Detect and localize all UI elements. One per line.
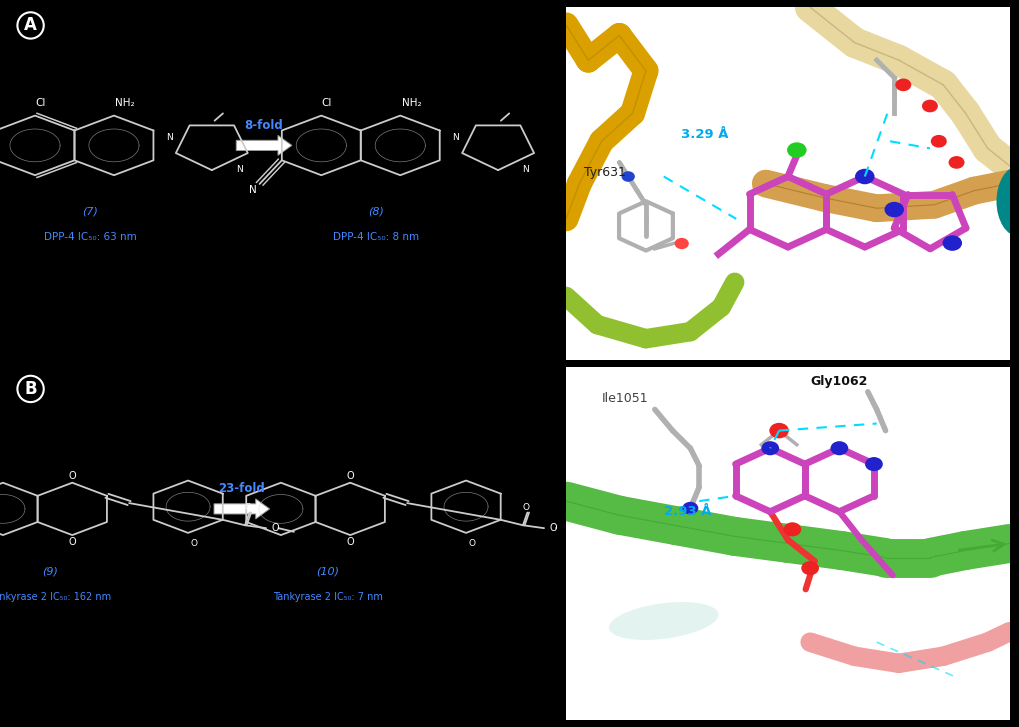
Text: DPP-4 IC₅₀: 8 nm: DPP-4 IC₅₀: 8 nm xyxy=(333,232,419,242)
Circle shape xyxy=(621,172,634,182)
Text: (9): (9) xyxy=(42,566,58,577)
Circle shape xyxy=(921,100,937,113)
Circle shape xyxy=(883,202,903,217)
Text: O: O xyxy=(190,539,197,547)
Circle shape xyxy=(760,441,779,455)
Text: 2.93 Å: 2.93 Å xyxy=(663,505,710,518)
Text: N: N xyxy=(166,133,172,142)
Text: N: N xyxy=(236,164,243,174)
Text: O: O xyxy=(68,471,76,481)
Circle shape xyxy=(674,238,688,249)
Circle shape xyxy=(895,79,910,91)
Text: O: O xyxy=(522,502,529,512)
Text: N: N xyxy=(522,164,529,174)
Text: DPP-4 IC₅₀: 63 nm: DPP-4 IC₅₀: 63 nm xyxy=(44,232,137,242)
Circle shape xyxy=(930,135,946,148)
Circle shape xyxy=(942,236,961,251)
Circle shape xyxy=(854,169,873,184)
Circle shape xyxy=(948,156,964,169)
Text: O: O xyxy=(549,523,556,533)
Text: O: O xyxy=(346,471,354,481)
Text: NH₂: NH₂ xyxy=(401,98,421,108)
Circle shape xyxy=(787,142,806,158)
Text: (7): (7) xyxy=(83,206,98,217)
Text: O: O xyxy=(244,502,251,512)
Text: N: N xyxy=(589,521,597,531)
Text: NH₂: NH₂ xyxy=(115,98,135,108)
Text: 8-fold: 8-fold xyxy=(245,119,283,132)
Text: O: O xyxy=(271,523,279,533)
Circle shape xyxy=(829,441,848,455)
Circle shape xyxy=(801,561,818,575)
Circle shape xyxy=(768,423,788,438)
Text: (8): (8) xyxy=(368,206,384,217)
Text: 3.29 Å: 3.29 Å xyxy=(681,128,729,141)
FancyArrow shape xyxy=(236,135,291,156)
Text: Tyr631: Tyr631 xyxy=(583,166,625,180)
Text: Ile1051: Ile1051 xyxy=(601,393,648,406)
Text: Gly1062: Gly1062 xyxy=(809,374,867,387)
Text: N: N xyxy=(249,185,257,196)
Ellipse shape xyxy=(996,166,1019,236)
FancyArrow shape xyxy=(214,499,269,519)
Text: Cl: Cl xyxy=(321,98,332,108)
Circle shape xyxy=(864,457,882,471)
Text: B: B xyxy=(24,380,37,398)
Text: O: O xyxy=(468,539,475,547)
Text: O: O xyxy=(68,537,76,547)
Text: N: N xyxy=(451,133,459,142)
Text: (10): (10) xyxy=(316,566,339,577)
Text: O: O xyxy=(346,537,354,547)
Text: Tankyrase 2 IC₅₀: 162 nm: Tankyrase 2 IC₅₀: 162 nm xyxy=(0,592,111,602)
Ellipse shape xyxy=(608,602,717,640)
Text: A: A xyxy=(24,17,37,34)
Text: 23-fold: 23-fold xyxy=(218,483,265,495)
Circle shape xyxy=(783,522,801,537)
Text: Cl: Cl xyxy=(36,98,46,108)
Text: Tankyrase 2 IC₅₀: 7 nm: Tankyrase 2 IC₅₀: 7 nm xyxy=(273,592,382,602)
Circle shape xyxy=(682,502,698,515)
